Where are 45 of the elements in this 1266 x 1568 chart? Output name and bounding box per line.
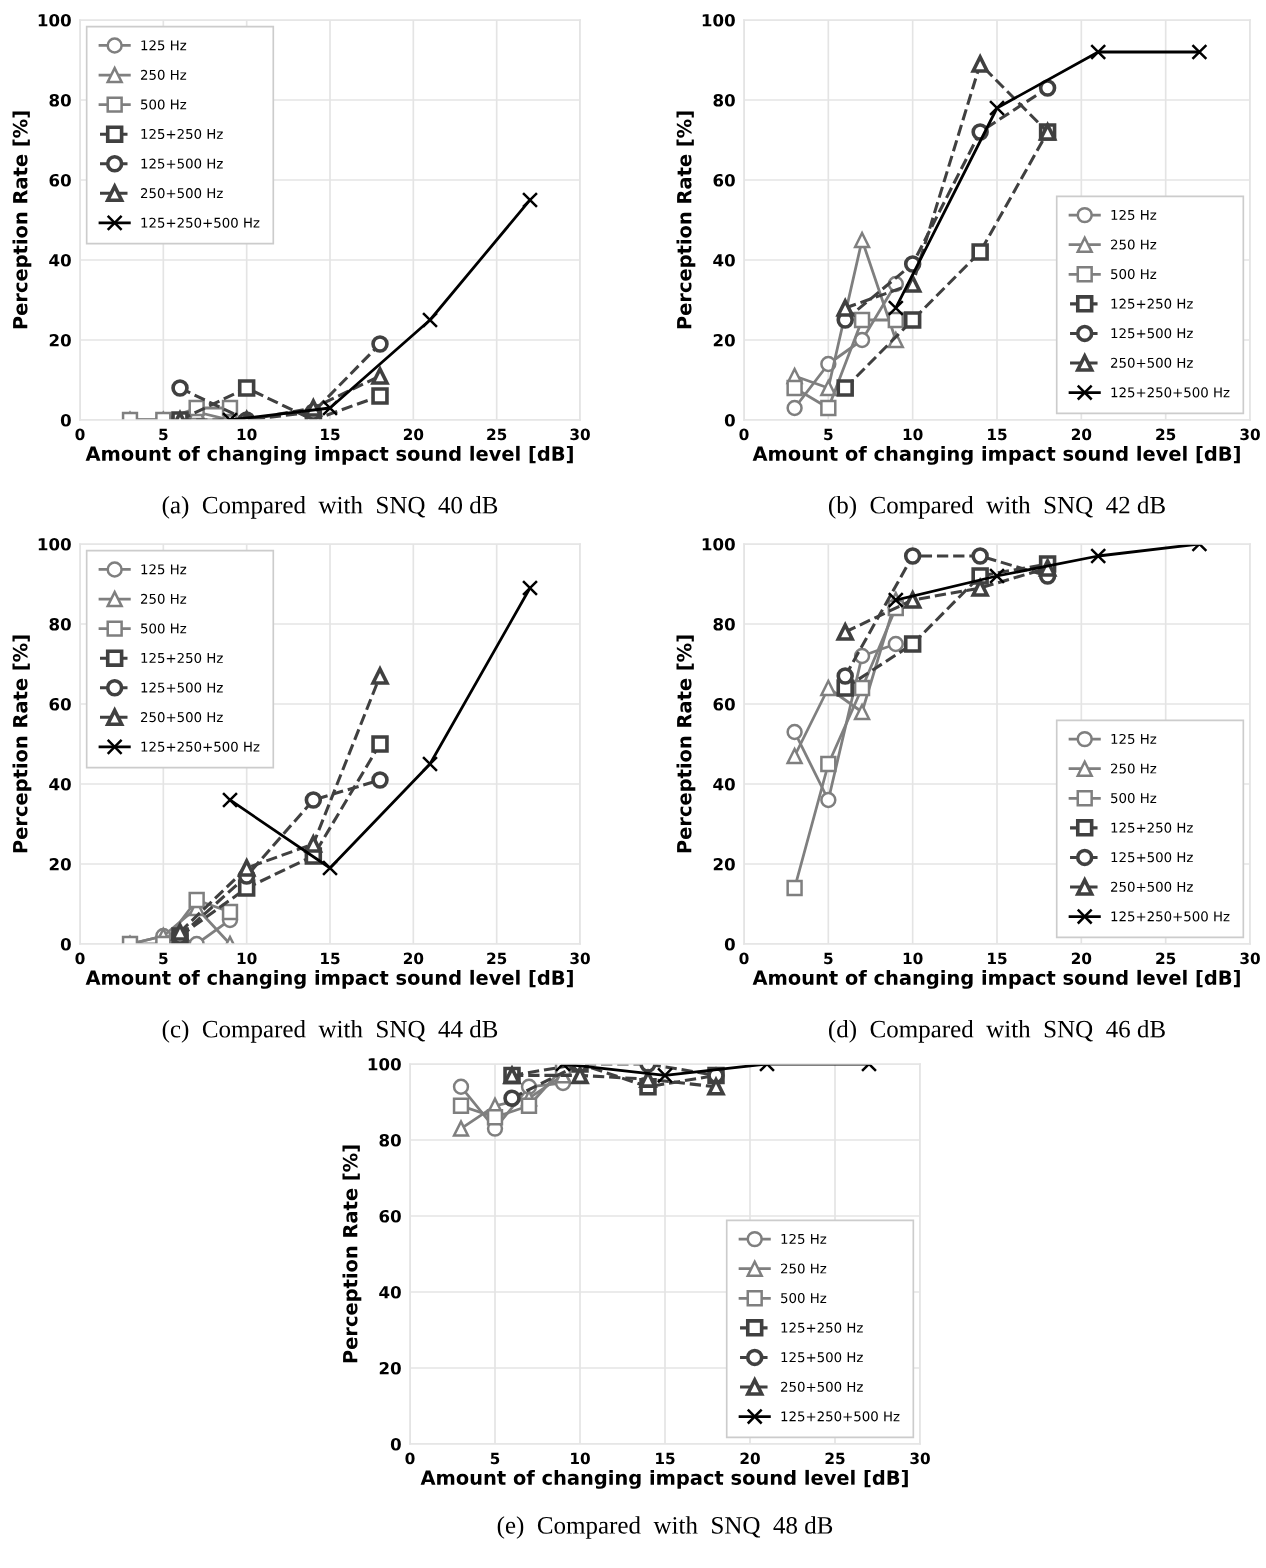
text: (a) Compared with SNQ 40 dB <box>162 496 498 519</box>
y-tick-label: 40 <box>379 1285 401 1299</box>
x-axis-title: Amount of changing impact sound level [dB] <box>420 1469 908 1489</box>
y-axis-title: Perception Rate [%] <box>676 111 696 329</box>
y-tick-label: 0 <box>60 413 71 427</box>
y-tick-label: 80 <box>379 1133 401 1147</box>
y-tick-label: 60 <box>713 173 735 187</box>
y-axis-title: Perception Rate [%] <box>12 635 32 853</box>
text: (d) Compared with SNQ 46 dB <box>829 1020 1165 1043</box>
y-tick-label: 20 <box>49 857 71 871</box>
y-tick-label: 40 <box>49 777 71 791</box>
y-tick-label: 40 <box>713 777 735 791</box>
x-axis-title: Amount of changing impact sound level [dB] <box>752 445 1240 465</box>
y-tick-label: 0 <box>390 1437 401 1451</box>
y-axis-title: Perception Rate [%] <box>342 1145 362 1363</box>
y-tick-label: 60 <box>49 697 71 711</box>
text: (c) Compared with SNQ 44 dB <box>162 1020 498 1043</box>
x-axis-title: Amount of changing impact sound level [dB] <box>752 969 1240 989</box>
text: (b) Compared with SNQ 42 dB <box>829 496 1165 519</box>
text: (e) Compared with SNQ 48 dB <box>497 1516 833 1539</box>
y-tick-label: 20 <box>713 857 735 871</box>
y-tick-label: 20 <box>49 333 71 347</box>
y-tick-label: 20 <box>713 333 735 347</box>
y-tick-label: 0 <box>724 413 735 427</box>
x-axis-title: Amount of changing impact sound level [dB] <box>85 969 573 989</box>
y-tick-label: 100 <box>702 13 735 27</box>
y-tick-label: 100 <box>38 13 71 27</box>
y-tick-label: 0 <box>724 937 735 951</box>
y-tick-label: 0 <box>60 937 71 951</box>
y-tick-label: 80 <box>713 617 735 631</box>
y-tick-label: 100 <box>38 537 71 551</box>
x-axis-title: Amount of changing impact sound level [dB] <box>85 445 573 465</box>
y-tick-label: 80 <box>49 93 71 107</box>
y-tick-label: 60 <box>379 1209 401 1223</box>
y-tick-label: 80 <box>49 617 71 631</box>
y-tick-label: 100 <box>368 1057 401 1071</box>
y-axis-title: Perception Rate [%] <box>676 635 696 853</box>
y-tick-label: 100 <box>702 537 735 551</box>
y-axis-title: Perception Rate [%] <box>12 111 32 329</box>
y-tick-label: 20 <box>379 1361 401 1375</box>
y-tick-label: 80 <box>713 93 735 107</box>
y-tick-label: 40 <box>713 253 735 267</box>
y-tick-label: 60 <box>713 697 735 711</box>
y-tick-label: 60 <box>49 173 71 187</box>
y-tick-label: 40 <box>49 253 71 267</box>
